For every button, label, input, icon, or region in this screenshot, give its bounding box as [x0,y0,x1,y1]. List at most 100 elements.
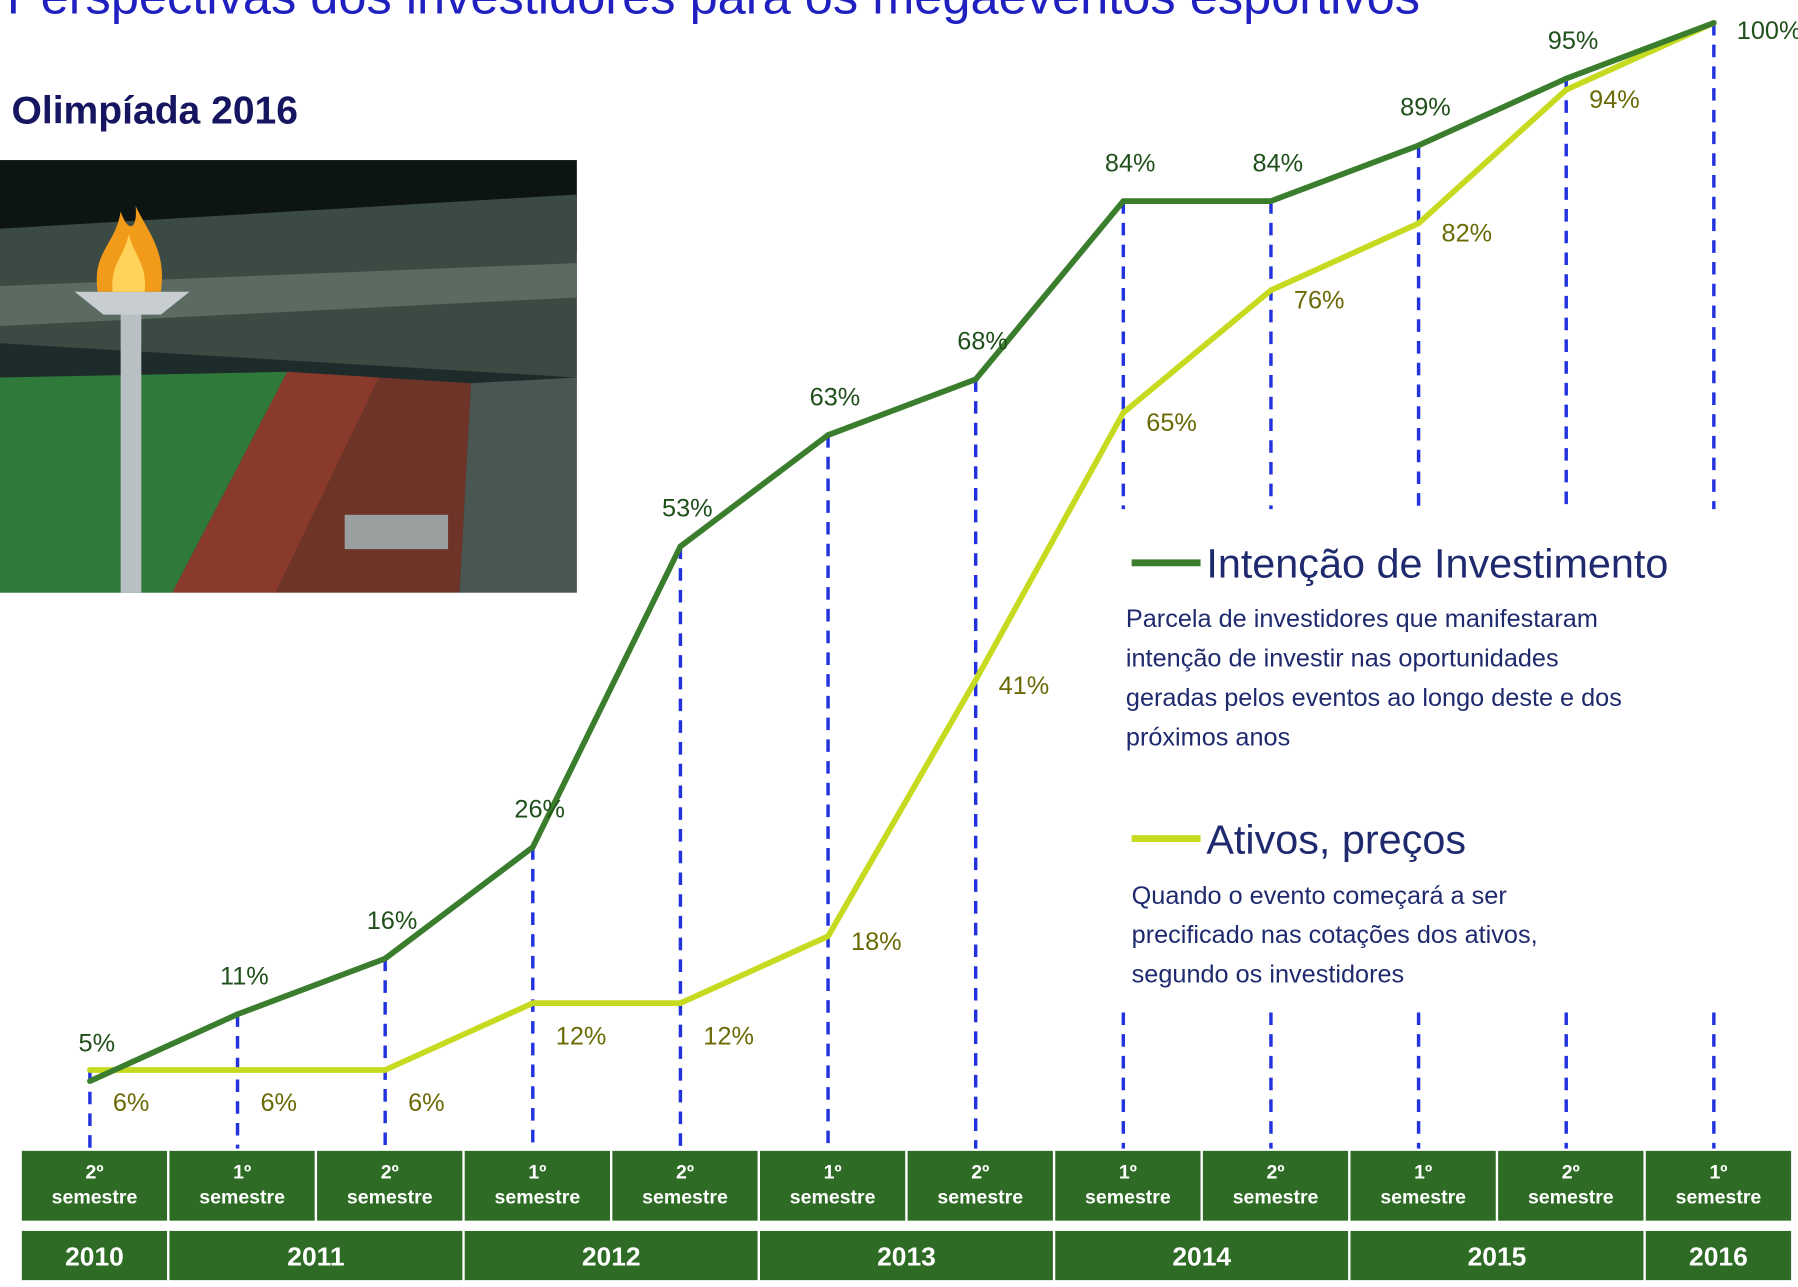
data-point [382,955,389,962]
year-label: 2016 [1689,1241,1748,1271]
x-tick-label: semestre [1233,1187,1319,1209]
value-label: 53% [662,495,713,523]
x-tick-label: semestre [790,1187,876,1209]
legend-description: Quando o evento começará a ser [1132,882,1507,910]
series-line [89,20,1716,1073]
x-tick-label: semestre [199,1187,285,1209]
data-point [677,1000,684,1006]
value-label: 100% [1737,17,1798,45]
value-label: 12% [556,1022,607,1050]
data-point [1563,86,1570,93]
legend-description: segundo os investidores [1132,961,1405,989]
category-cell [1052,1148,1203,1223]
data-point [972,376,979,383]
year-label: 2011 [287,1241,344,1271]
value-label: 18% [851,928,902,956]
x-tick-label: semestre [495,1187,581,1209]
x-tick-label: 2º [85,1161,103,1183]
x-tick-label: 2º [1267,1161,1285,1183]
data-point [1415,220,1422,227]
value-label: 82% [1442,220,1493,248]
year-cell [462,1228,760,1283]
data-point [87,1067,93,1073]
chart-title: Perspectivas dos investidores para os me… [7,0,1420,25]
data-point [1563,75,1570,82]
category-cell [610,1148,760,1223]
year-label: 2010 [65,1241,124,1271]
value-label: 65% [1146,409,1197,437]
x-tick-label: semestre [642,1187,728,1209]
value-label: 6% [113,1089,150,1117]
data-point [1415,142,1422,149]
value-label: 6% [261,1089,298,1117]
value-label: 63% [810,383,861,411]
category-cell [167,1148,318,1223]
stadium-photo [0,160,577,593]
legend-description: precificado nas cotações dos ativos, [1132,921,1538,949]
category-cell [1495,1148,1646,1223]
x-tick-label: semestre [1380,1187,1466,1209]
legend-description: intenção de investir nas oportunidades [1126,644,1559,672]
category-cell [1348,1148,1499,1223]
category-cell [314,1148,465,1223]
x-tick-label: 1º [528,1161,546,1183]
x-tick-label: semestre [1676,1187,1762,1209]
value-label: 76% [1294,287,1345,315]
value-label: 41% [999,672,1050,700]
data-point [972,677,979,683]
x-tick-label: 1º [1414,1161,1432,1183]
x-tick-label: 1º [824,1161,842,1183]
data-point [677,543,684,550]
category-cell [19,1148,170,1223]
data-point [382,1067,389,1073]
value-label: 5% [79,1029,116,1057]
series-line [88,20,1715,1084]
chart-subtitle: Olimpíada 2016 [11,90,298,133]
year-cell [757,1228,1056,1283]
x-tick-label: 2º [676,1161,694,1183]
value-label: 84% [1253,149,1304,177]
category-cell [462,1148,613,1223]
data-point [1268,287,1274,294]
year-cell [1643,1228,1794,1283]
value-label: 94% [1589,86,1640,114]
year-label: 2013 [877,1241,936,1271]
data-point [87,1078,93,1084]
data-point [1710,20,1717,26]
category-cell [757,1148,908,1223]
x-tick-label: semestre [937,1187,1023,1209]
x-tick-label: 2º [971,1161,989,1183]
data-point [825,432,831,438]
x-tick-label: 1º [233,1161,251,1183]
value-label: 16% [367,907,418,935]
value-label: 26% [514,795,565,823]
x-tick-label: 1º [1709,1161,1727,1183]
year-cell [167,1228,465,1283]
year-cell [19,1228,170,1283]
x-tick-label: semestre [52,1187,138,1209]
x-tick-label: 2º [1562,1161,1580,1183]
legend-description: geradas pelos eventos ao longo deste e d… [1126,684,1622,712]
value-label: 12% [703,1022,754,1050]
data-point [529,1000,536,1006]
category-cell [905,1148,1056,1223]
x-tick-label: 2º [381,1161,399,1183]
year-label: 2015 [1468,1241,1527,1271]
data-point [825,933,831,940]
value-label: 95% [1548,27,1599,55]
value-label: 11% [220,963,269,991]
category-cell [1643,1148,1794,1223]
data-point [234,1011,241,1018]
year-label: 2014 [1172,1241,1231,1271]
value-label: 6% [408,1089,445,1117]
value-label: 68% [957,328,1008,356]
data-point [1120,409,1127,416]
x-tick-label: semestre [1085,1187,1171,1209]
year-label: 2012 [582,1241,641,1271]
data-point [1268,198,1274,204]
data-point [1120,198,1127,204]
legend-label: Ativos, preços [1206,817,1466,863]
legend-label: Intenção de Investimento [1206,541,1668,587]
